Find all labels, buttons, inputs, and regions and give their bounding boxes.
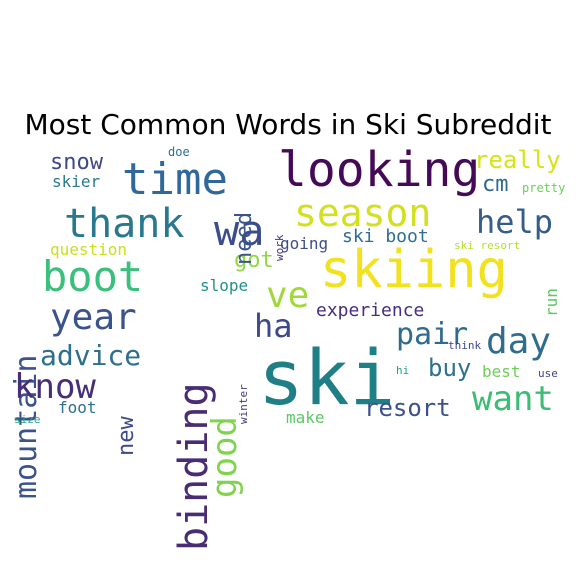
word-thank: thank — [64, 201, 185, 247]
word-winter: winter — [237, 384, 250, 424]
word-new: new — [114, 416, 139, 456]
word-work: work — [273, 234, 286, 262]
word-run: run — [542, 288, 561, 317]
word-foot: foot — [58, 398, 97, 417]
word-want: want — [472, 379, 554, 419]
word-year: year — [50, 297, 137, 338]
word-wa: wa — [214, 206, 265, 255]
word-question: question — [50, 240, 128, 259]
word-experience: experience — [316, 300, 425, 321]
word-boot: boot — [42, 252, 144, 301]
word-really: really — [474, 146, 561, 174]
word-cloud: ski skiing looking boot time thank season wa bin… — [9, 142, 576, 551]
word-pair: pair — [396, 317, 469, 352]
word-need: need — [232, 212, 257, 265]
word-think: think — [448, 339, 482, 352]
word-size: size — [14, 413, 41, 426]
word-season: season — [294, 191, 432, 235]
word-help: help — [476, 203, 554, 241]
word-hi: hi — [396, 364, 410, 377]
word-ski-resort: ski resort — [454, 239, 521, 252]
word-make: make — [286, 408, 325, 427]
word-looking: looking — [278, 142, 481, 198]
word-buy: buy — [428, 354, 472, 382]
word-ski: ski — [258, 333, 396, 422]
word-best: best — [482, 362, 521, 381]
word-know: know — [14, 367, 96, 407]
word-good: good — [205, 416, 245, 498]
word-advice: advice — [40, 339, 142, 372]
word-skiing: skiing — [320, 240, 508, 300]
word-use: use — [538, 367, 558, 380]
word-ha: ha — [254, 307, 293, 345]
word-time: time — [122, 154, 228, 205]
word-day: day — [486, 321, 552, 362]
word-going: going — [280, 234, 329, 253]
word-doe: doe — [168, 145, 190, 159]
word-resort: resort — [364, 394, 451, 422]
word-snow: snow — [50, 150, 103, 175]
word-ski-boot: ski boot — [342, 226, 429, 247]
wordcloud-title: Most Common Words in Ski Subreddit — [24, 108, 552, 141]
word-got: got — [234, 248, 274, 273]
word-slope: slope — [200, 276, 249, 295]
word-pretty: pretty — [522, 181, 566, 195]
word-cm: cm — [482, 172, 509, 197]
word-ve: ve — [266, 275, 310, 316]
word-skier: skier — [52, 172, 101, 191]
